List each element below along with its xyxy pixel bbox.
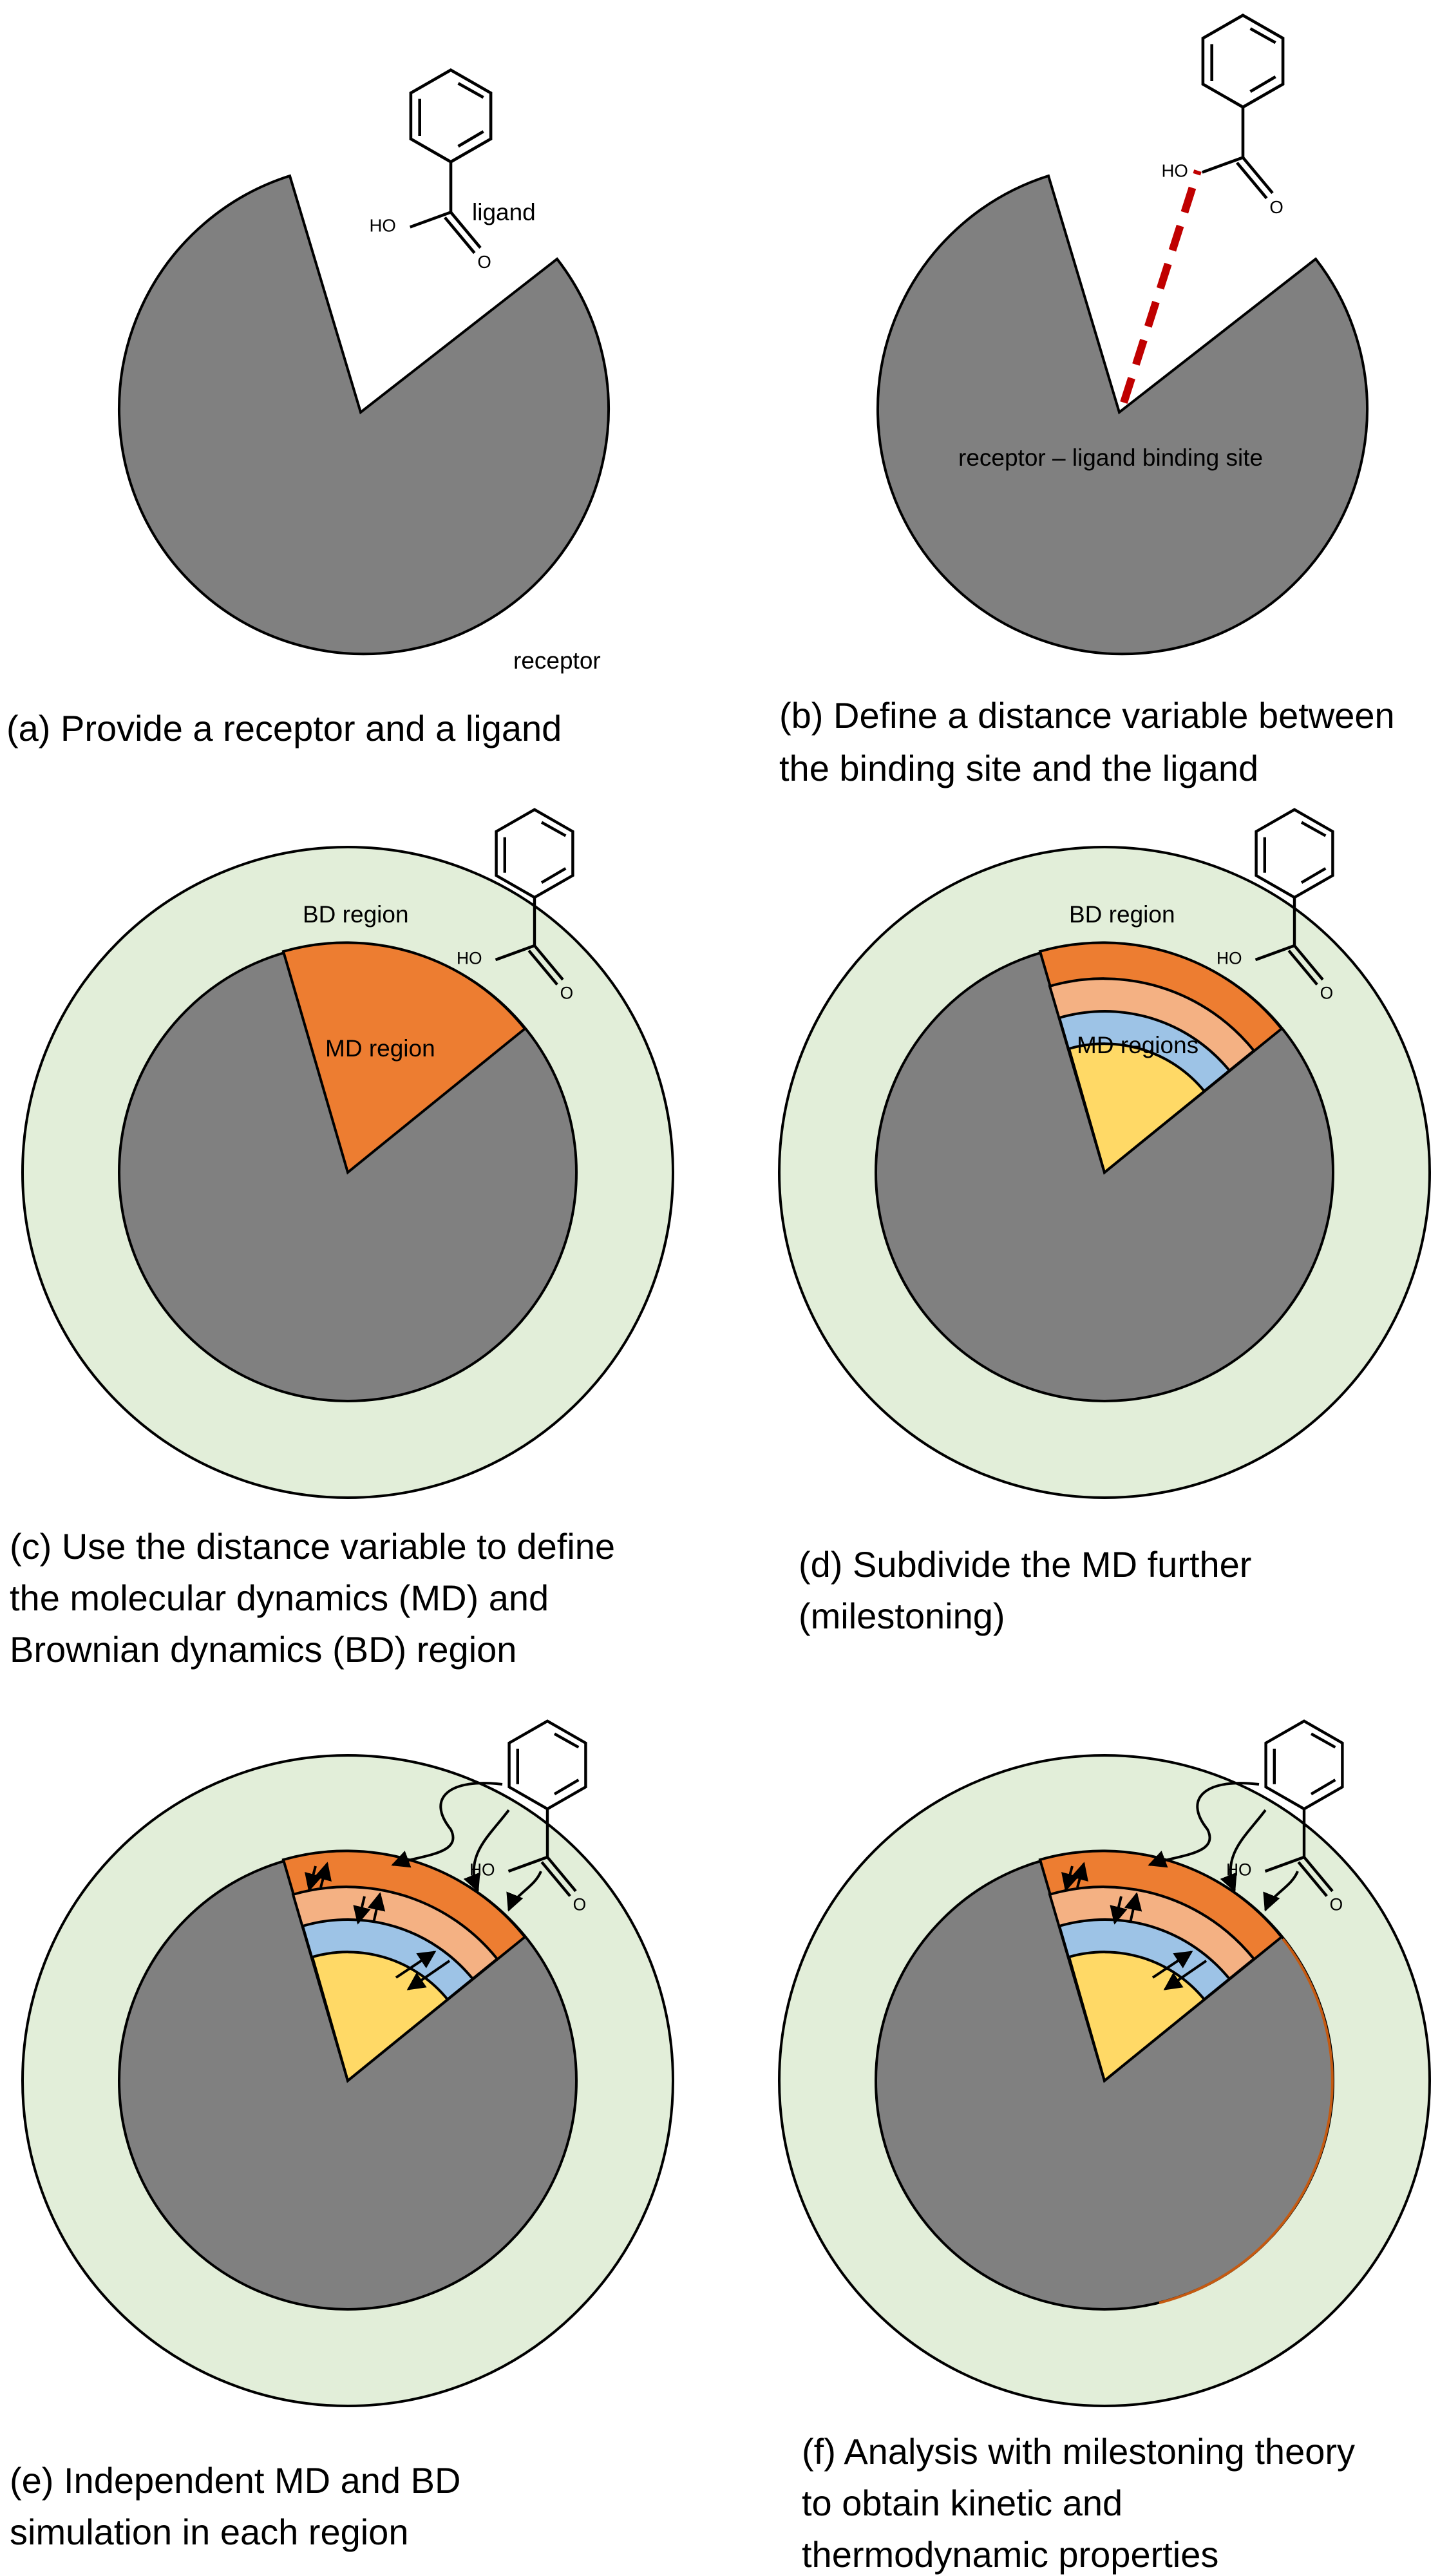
caption-b-line1: (b) Define a distance variable between [779, 695, 1395, 736]
panel-c: HO O BD region MD region (c) Use the dis… [10, 810, 674, 1670]
analysis-highlight-arc [1159, 1938, 1334, 2304]
ligand-ho-label: HO [1217, 949, 1242, 968]
caption-e-line2: simulation in each region [10, 2512, 408, 2552]
md-region-label: MD region [325, 1035, 435, 1062]
panel-d: HO O BD region MD regions (d) Subdivide … [778, 810, 1431, 1636]
md-milestone-4 [1067, 1042, 1206, 1175]
receptor-shape [117, 174, 610, 656]
bd-region-label: BD region [1069, 901, 1175, 928]
bd-region-label: BD region [303, 901, 409, 928]
ligand-o-label: O [1330, 1895, 1343, 1914]
binding-site-label: receptor – ligand binding site [958, 444, 1263, 471]
ligand-o-label: O [477, 252, 491, 272]
panel-f: HO O (f) Analysis with milestoning theor… [778, 1721, 1431, 2575]
caption-c-line1: (c) Use the distance variable to define [10, 1526, 615, 1567]
ligand-o-label: O [560, 984, 574, 1003]
ligand-o-label: O [1269, 197, 1283, 217]
caption-f-line2: to obtain kinetic and [802, 2483, 1122, 2523]
ligand-o-label: O [1320, 984, 1334, 1003]
distance-variable-line [1120, 169, 1202, 404]
caption-b-line2: the binding site and the ligand [779, 748, 1258, 788]
caption-d-line1: (d) Subdivide the MD further [799, 1544, 1251, 1585]
caption-f-line3: thermodynamic properties [802, 2534, 1218, 2575]
receptor-label: receptor [513, 647, 601, 674]
transition-arrows [1061, 1782, 1299, 1990]
panel-a: HO O ligand receptor (a) Provide a recep… [6, 70, 610, 749]
panel-e: HO O (e) Independent MD and BD simulatio… [10, 1721, 674, 2552]
ligand-molecule: HO O [370, 70, 491, 272]
ligand-molecule: HO O [1226, 1721, 1343, 1914]
receptor-shape [876, 174, 1368, 656]
panel-b: HO O receptor – ligand binding site (b) … [779, 15, 1395, 788]
ligand-o-label: O [573, 1895, 587, 1914]
ligand-label: ligand [472, 199, 536, 225]
ligand-ho-label: HO [1162, 160, 1188, 180]
ligand-ho-label: HO [457, 949, 482, 968]
md-region [281, 941, 527, 1175]
caption-e-line1: (e) Independent MD and BD [10, 2460, 460, 2501]
ligand-molecule: HO O [1217, 810, 1333, 1003]
ligand-ho-label: HO [370, 215, 396, 235]
transition-arrows [305, 1782, 542, 1990]
md-regions-label: MD regions [1077, 1032, 1198, 1058]
caption-d-line2: (milestoning) [799, 1596, 1005, 1636]
caption-c-line2: the molecular dynamics (MD) and [10, 1578, 549, 1618]
ligand-molecule: HO O [457, 810, 573, 1003]
caption-a-line1: (a) Provide a receptor and a ligand [6, 708, 562, 749]
ligand-molecule: HO O [1162, 15, 1283, 217]
caption-f-line1: (f) Analysis with milestoning theory [802, 2431, 1355, 2472]
caption-c-line3: Brownian dynamics (BD) region [10, 1629, 516, 1670]
